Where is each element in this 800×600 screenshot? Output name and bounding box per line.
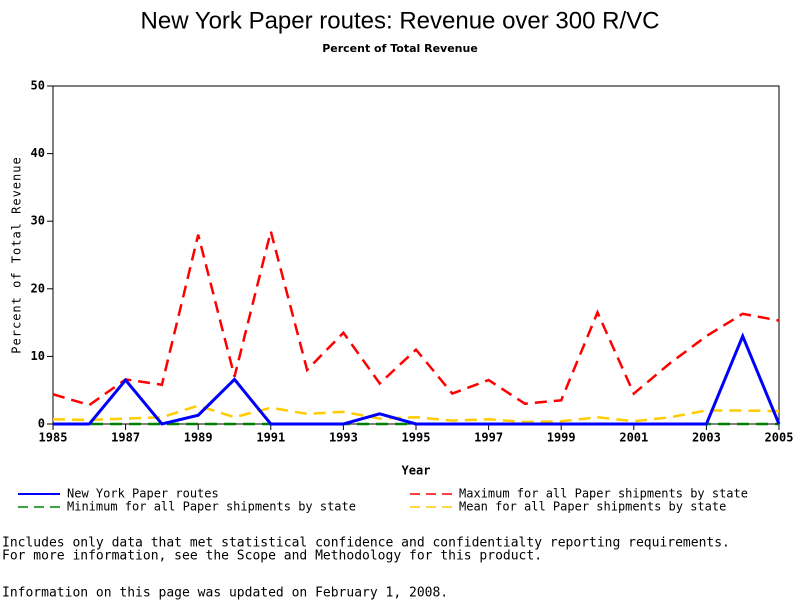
legend-label: New York Paper routes — [67, 487, 219, 501]
x-tick-label: 1997 — [474, 431, 503, 445]
x-tick-label: 1993 — [329, 431, 358, 445]
y-tick-label: 40 — [31, 146, 45, 160]
series-line — [52, 404, 780, 424]
series-line — [52, 231, 780, 407]
series-line — [53, 332, 781, 426]
x-axis-label: Year — [402, 464, 431, 478]
y-tick-label: 20 — [31, 281, 45, 295]
x-tick-label: 2003 — [692, 431, 721, 445]
chart-title: New York Paper routes: Revenue over 300 … — [141, 7, 660, 34]
x-tick-label: 1985 — [39, 431, 68, 445]
legend-label: Mean for all Paper shipments by state — [459, 500, 726, 514]
legend-label: Minimum for all Paper shipments by state — [67, 500, 356, 514]
x-tick-label: 1987 — [111, 431, 140, 445]
x-tick-label: 1991 — [256, 431, 285, 445]
x-tick-label: 1999 — [547, 431, 576, 445]
chart-subtitle: Percent of Total Revenue — [322, 42, 478, 55]
y-tick-label: 0 — [38, 417, 45, 431]
x-tick-label: 2001 — [619, 431, 648, 445]
legend-label: Maximum for all Paper shipments by state — [459, 487, 748, 501]
x-tick-label: 1989 — [184, 431, 213, 445]
x-tick-label: 1995 — [402, 431, 431, 445]
x-tick-label: 2005 — [765, 431, 794, 445]
y-tick-label: 50 — [31, 79, 45, 93]
footnote: For more information, see the Scope and … — [2, 549, 542, 564]
plot-frame — [52, 85, 780, 425]
footnote: Includes only data that met statistical … — [2, 536, 730, 551]
footnote: Information on this page was updated on … — [2, 586, 448, 600]
y-axis-label: Percent of Total Revenue — [10, 156, 24, 353]
y-tick-label: 10 — [31, 349, 45, 363]
y-tick-label: 30 — [31, 214, 45, 228]
